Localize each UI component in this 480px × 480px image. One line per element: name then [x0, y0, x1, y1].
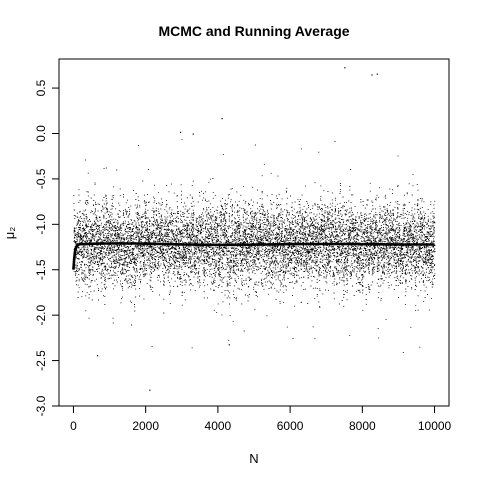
x-tick-label: 8000	[349, 419, 376, 433]
y-tick-label: -1.5	[34, 259, 48, 280]
y-tick-label: -3.0	[34, 395, 48, 416]
x-axis-label: N	[249, 451, 258, 466]
running-average-line	[72, 242, 435, 270]
x-tick-label: 6000	[277, 419, 304, 433]
y-tick-label: -1.0	[34, 214, 48, 235]
x-axis: 0 2000 4000 6000 8000 10000	[70, 405, 452, 433]
y-axis: -3.0 -2.5 -2.0 -1.5 -1.0 -0.5 0.0 0.5	[34, 79, 60, 416]
y-tick-label: 0.0	[34, 125, 48, 142]
x-tick-label: 10000	[418, 419, 452, 433]
outlier-point	[228, 344, 230, 346]
outlier-point	[149, 389, 151, 391]
x-tick-label: 0	[70, 419, 77, 433]
x-tick-label: 4000	[205, 419, 232, 433]
mcmc-sample-points	[73, 67, 436, 391]
outlier-point	[192, 133, 194, 135]
y-tick-label: -2.0	[34, 305, 48, 326]
outlier-point	[221, 118, 223, 120]
chart-title: MCMC and Running Average	[158, 23, 349, 39]
outlier-point	[179, 131, 182, 133]
y-tick-label: 0.5	[34, 79, 48, 96]
outlier-point	[376, 73, 378, 75]
outlier-point	[344, 67, 346, 69]
x-tick-label: 2000	[132, 419, 159, 433]
y-axis-label: μ₂	[2, 227, 17, 240]
outlier-point	[371, 74, 373, 76]
outlier-point	[96, 355, 99, 357]
y-tick-label: -2.5	[34, 350, 48, 371]
y-tick-label: -0.5	[34, 168, 48, 189]
sample-cloud	[73, 139, 436, 354]
